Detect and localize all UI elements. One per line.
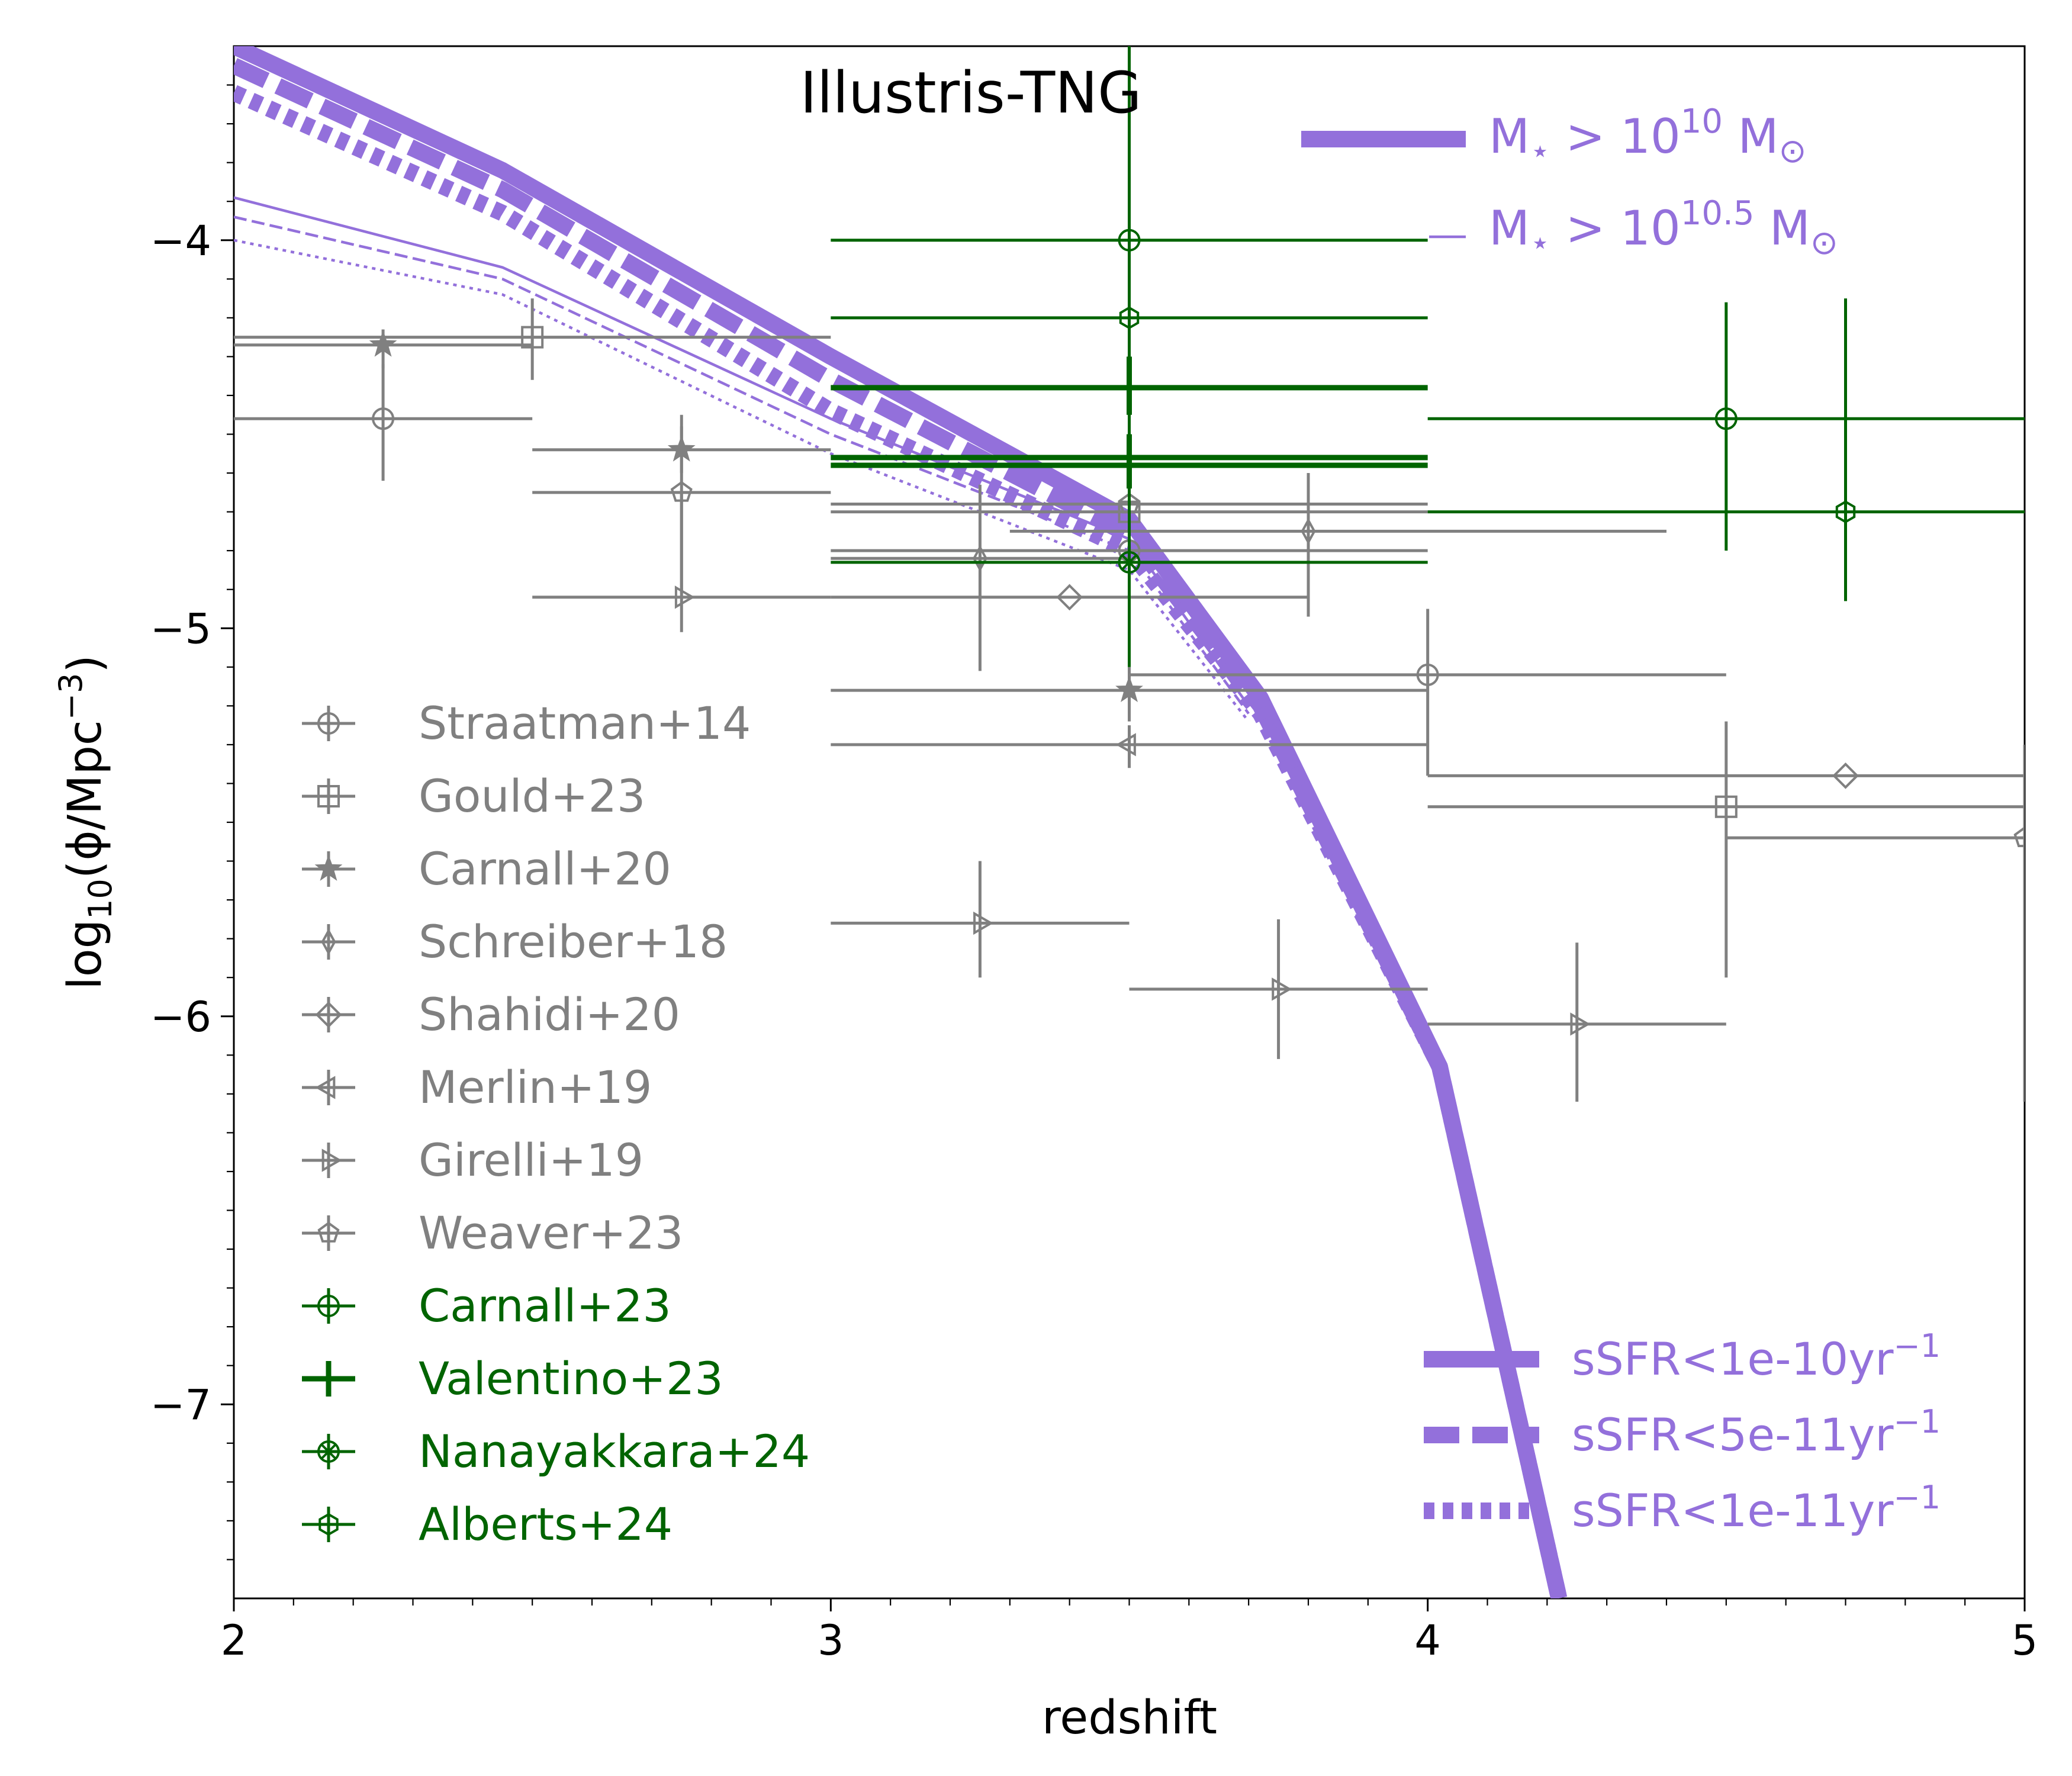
- mass-legend-label: M⋆ > 1010.5 M⊙: [1489, 194, 1838, 262]
- ssfr-legend-label: sSFR<1e-11yr−1: [1572, 1479, 1941, 1537]
- legend-entry-shahidi-20: Shahidi+20: [302, 988, 680, 1041]
- legend-label: Girelli+19: [419, 1134, 644, 1186]
- datapoint-alberts-24: [1427, 298, 2025, 601]
- chart-title: Illustris-TNG: [800, 60, 1142, 126]
- model-line-1e10.5-1e-11: [234, 239, 1250, 722]
- legend-label: Merlin+19: [419, 1061, 652, 1114]
- legend-label: Carnall+20: [419, 842, 671, 895]
- legend-entry-gould-23: Gould+23: [302, 770, 645, 822]
- y-tick-label: −4: [150, 217, 211, 265]
- y-tick-label: −6: [150, 993, 211, 1041]
- legend-label: Straatman+14: [419, 697, 751, 749]
- mass-legend-entry: M⋆ > 1010.5 M⊙: [1429, 194, 1838, 262]
- datapoint-girelli-19: [1427, 942, 1726, 1102]
- datapoint-carnall-20: [234, 329, 533, 369]
- ssfr-legend-entry: sSFR<1e-11yr−1: [1424, 1479, 1941, 1537]
- datapoint-nanayakkara-24: [831, 531, 1428, 590]
- model-line-1e10.5-1e-10: [234, 196, 1250, 707]
- legend-entry-nanayakkara-24: Nanayakkara+24: [302, 1425, 810, 1478]
- plot-layer: [234, 46, 2025, 1598]
- datapoint-weaver-23: [532, 414, 831, 594]
- legend-entry-alberts-24: Alberts+24: [302, 1498, 673, 1550]
- datapoint-carnall-23: [1427, 302, 2025, 551]
- datapoint-merlin-19: [831, 725, 1428, 768]
- model-line-1e10.5-5e-11: [234, 215, 1250, 715]
- ssfr-legend-entry: sSFR<5e-11yr−1: [1424, 1403, 1941, 1461]
- datapoint-straatman-14: [1129, 609, 1726, 776]
- datapoint-weaver-23: [1726, 744, 2025, 1102]
- datapoint-shahidi-20: [831, 584, 1308, 611]
- legend-entry-merlin-19: Merlin+19: [302, 1061, 652, 1114]
- datapoint-valentino-23: [831, 442, 1428, 489]
- datapoint-schreiber-18: [831, 484, 1130, 671]
- datapoint-valentino-23: [831, 356, 1428, 415]
- y-axis-label: log10(ϕ/Mpc−3): [52, 655, 119, 990]
- x-axis-label: redshift: [1042, 1691, 1217, 1745]
- legend-label: Carnall+23: [419, 1279, 671, 1332]
- legend-entry-carnall-20: Carnall+20: [302, 842, 671, 895]
- x-tick-label: 3: [818, 1616, 844, 1665]
- legend-layer: Straatman+14 Gould+23 Carnall+20 Schreiber+…: [302, 102, 1941, 1550]
- datapoint-alberts-24: [831, 279, 1428, 357]
- datapoint-straatman-14: [234, 364, 533, 481]
- mass-legend-entry: M⋆ > 1010 M⊙: [1301, 102, 1806, 170]
- legend-label: Alberts+24: [419, 1498, 673, 1550]
- legend-label: Weaver+23: [419, 1206, 683, 1259]
- legend-label: Shahidi+20: [419, 988, 680, 1041]
- legend-entry-weaver-23: Weaver+23: [302, 1206, 683, 1259]
- ssfr-legend-entry: sSFR<1e-10yr−1: [1424, 1327, 1941, 1385]
- legend-entry-girelli-19: Girelli+19: [302, 1134, 644, 1186]
- datapoint-schreiber-18: [1009, 473, 1666, 617]
- ssfr-legend-label: sSFR<5e-11yr−1: [1572, 1403, 1941, 1461]
- legend-entry-carnall-23: Carnall+23: [302, 1279, 671, 1332]
- y-tick-label: −5: [150, 604, 211, 653]
- axis-layer: 2 3 4 5 −4 −5 −6 −7 log10(ϕ/Mpc−3): [52, 45, 2038, 1665]
- datapoint-girelli-19: [1129, 919, 1428, 1059]
- legend-entry-straatman-14: Straatman+14: [302, 697, 751, 749]
- datapoint-shahidi-20: [1427, 762, 2025, 789]
- legend-entry-schreiber-18: Schreiber+18: [302, 915, 728, 968]
- legend-label: Schreiber+18: [419, 915, 728, 968]
- datapoint-girelli-19: [831, 861, 1130, 978]
- datapoint-carnall-20: [831, 667, 1428, 722]
- x-tick-label: 4: [1414, 1616, 1441, 1665]
- datapoint-gould-23: [234, 298, 831, 380]
- ssfr-legend-label: sSFR<1e-10yr−1: [1572, 1327, 1941, 1385]
- x-tick-label: 5: [2012, 1616, 2038, 1665]
- legend-label: Gould+23: [419, 770, 645, 822]
- x-tick-label: 2: [221, 1616, 247, 1665]
- legend-label: Valentino+23: [419, 1352, 723, 1405]
- legend-entry-valentino-23: Valentino+23: [302, 1352, 723, 1405]
- y-tick-label: −7: [150, 1381, 211, 1429]
- mass-legend-label: M⋆ > 1010 M⊙: [1489, 102, 1806, 170]
- legend-label: Nanayakkara+24: [419, 1425, 810, 1478]
- datapoint-gould-23: [1427, 721, 2025, 978]
